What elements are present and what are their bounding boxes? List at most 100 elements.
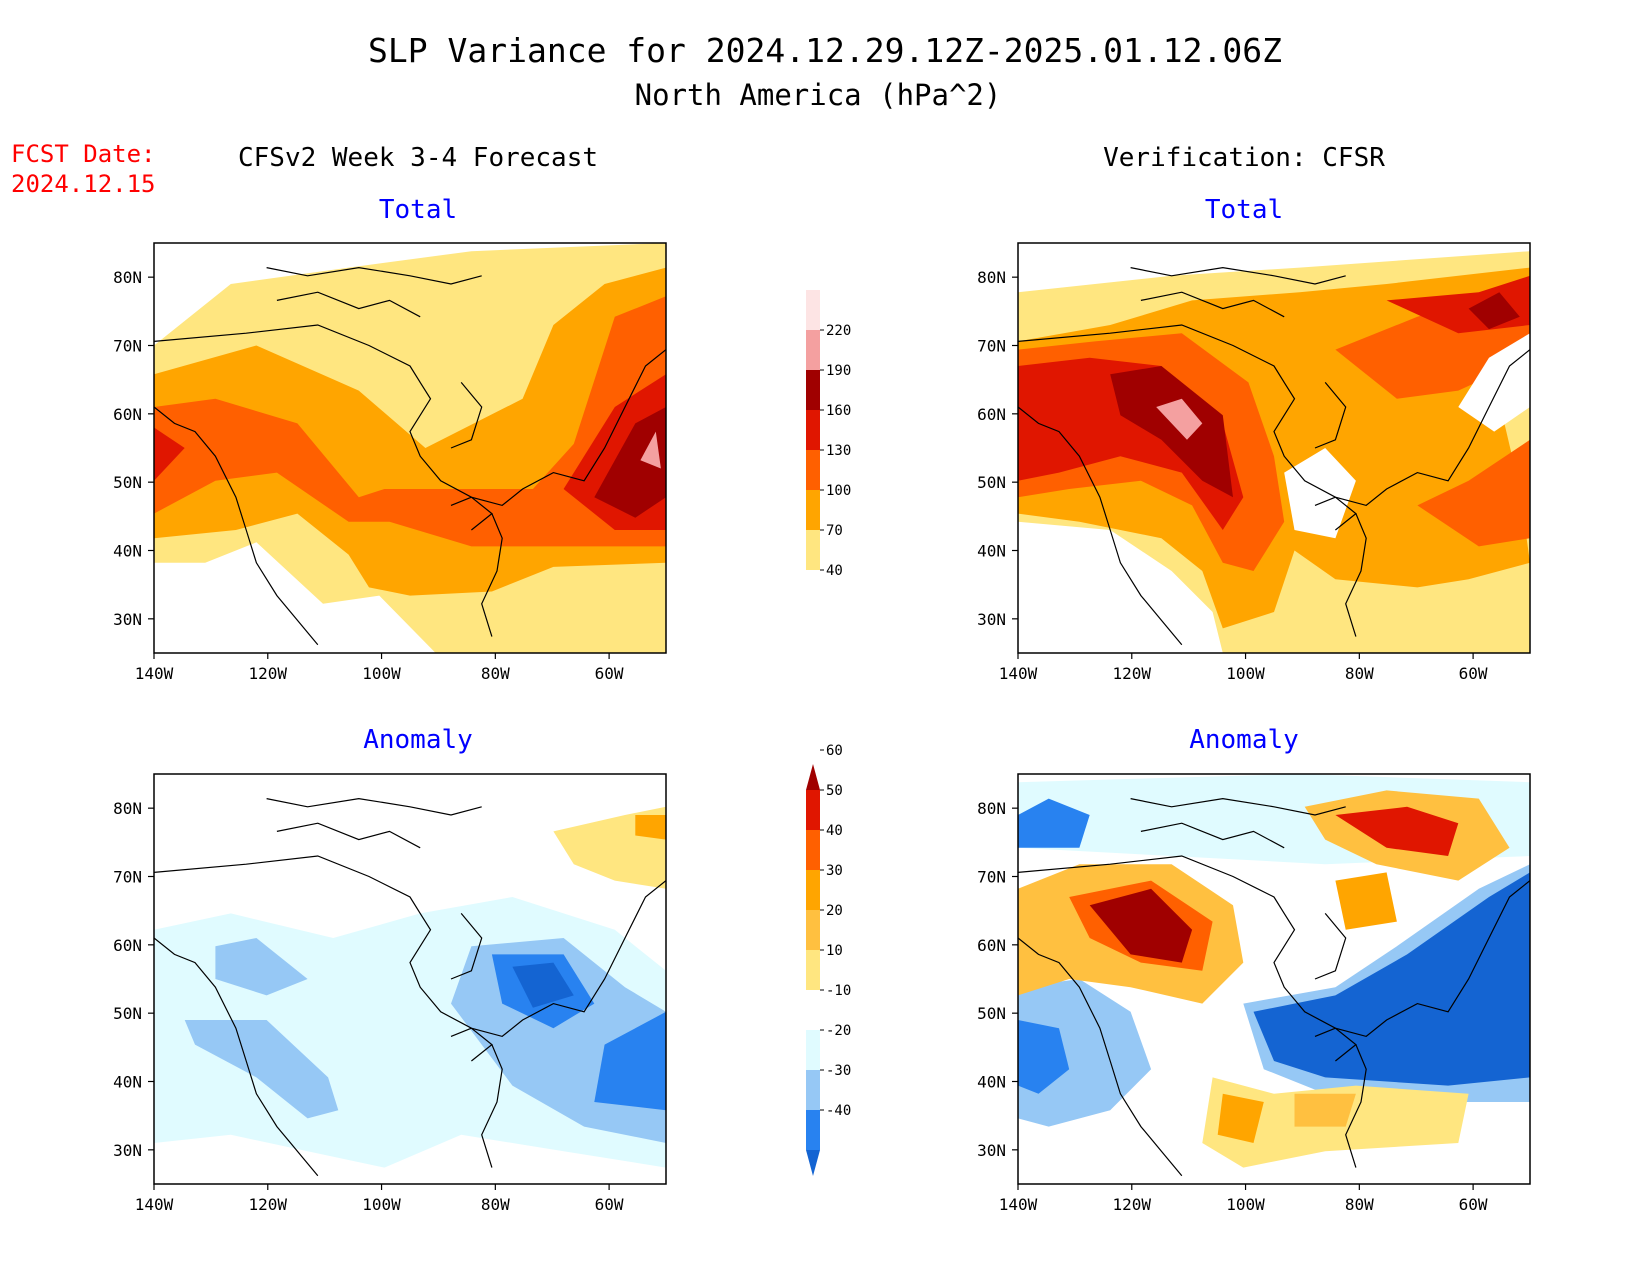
colorbar-label: 30 — [826, 863, 843, 879]
colorbar-total: 40 70 100 130 160 190 220 — [806, 290, 851, 579]
colorbar-label: 220 — [826, 323, 851, 339]
colorbar-swatch — [806, 950, 820, 990]
contour-region — [1018, 979, 1152, 1127]
contour-region — [1018, 798, 1090, 848]
lon-label: 100W — [1226, 664, 1265, 683]
coastline — [1314, 1027, 1357, 1062]
panel-title-verif-anomaly: Anomaly — [1189, 725, 1299, 755]
coastline — [276, 291, 421, 318]
lat-label: 50N — [977, 473, 1006, 492]
lat-label: 50N — [113, 473, 142, 492]
fcst-date-label: FCST Date: — [11, 140, 156, 168]
lat-label: 60N — [113, 936, 142, 955]
lon-label: 80W — [1345, 1195, 1374, 1214]
lat-label: 50N — [113, 1004, 142, 1023]
lon-label: 100W — [362, 664, 401, 683]
colorbar-swatch — [806, 990, 820, 1030]
coastline — [1130, 797, 1346, 816]
lat-label: 40N — [977, 1073, 1006, 1092]
panel-fcst-total: Total 80N 70N 60N 50N 40N 30N 140W 120W 100W 80W 60… — [113, 195, 667, 683]
colorbar-label: 20 — [826, 903, 843, 919]
panel-verif-total: Total 80N 70N 60N 50N 40N 30N 140W 120W 100W 80W 60… — [977, 195, 1531, 683]
lat-label: 30N — [113, 1141, 142, 1160]
colorbar-label: 70 — [826, 523, 843, 539]
colorbar-upper-arrow — [806, 764, 820, 790]
contour-region — [154, 427, 185, 481]
lon-label: 80W — [481, 664, 510, 683]
lat-label: 30N — [977, 1141, 1006, 1160]
coastline — [1314, 913, 1347, 980]
panel-title-verif-total: Total — [1205, 195, 1283, 225]
colorbar-swatch — [806, 1110, 820, 1150]
coastline — [1140, 822, 1285, 849]
colorbar-label: 130 — [826, 443, 851, 459]
colorbar-label: -10 — [826, 983, 851, 999]
lon-label: 120W — [1113, 664, 1152, 683]
colorbar-anomaly: -40 -30 -20 -10 10 20 30 40 50 60 — [806, 743, 851, 1176]
lon-label: 60W — [595, 1195, 624, 1214]
colorbar-label: -20 — [826, 1023, 851, 1039]
contour-region — [1110, 366, 1233, 498]
lat-label: 50N — [977, 1004, 1006, 1023]
coastline — [276, 822, 421, 849]
coastline — [1130, 266, 1346, 285]
coastline — [266, 797, 482, 816]
lat-label: 40N — [113, 1073, 142, 1092]
coastline — [481, 513, 503, 637]
colorbar-label: 190 — [826, 363, 851, 379]
colorbar-swatch — [806, 530, 820, 570]
lat-label: 60N — [977, 405, 1006, 424]
contour-region — [1417, 439, 1530, 547]
lat-label: 60N — [113, 405, 142, 424]
lon-label: 60W — [1459, 1195, 1488, 1214]
lat-label: 70N — [113, 337, 142, 356]
coastline — [1345, 513, 1367, 637]
lon-label: 60W — [1459, 664, 1488, 683]
lat-label: 80N — [113, 799, 142, 818]
colorbar-label: -30 — [826, 1063, 851, 1079]
contour-region — [1458, 333, 1530, 432]
colorbar-label: 160 — [826, 403, 851, 419]
coastline — [450, 496, 493, 531]
colorbar-label: 40 — [826, 823, 843, 839]
lat-label: 70N — [113, 868, 142, 887]
colorbar-swatch — [806, 490, 820, 530]
shaded-field-verif-anomaly — [1018, 774, 1530, 1184]
contour-region — [1217, 1093, 1264, 1143]
contour-region — [1335, 806, 1459, 856]
coastline — [450, 382, 483, 449]
colorbar-swatch — [806, 870, 820, 910]
lat-label: 70N — [977, 337, 1006, 356]
coastline — [1018, 937, 1183, 1177]
colorbar-swatch — [806, 830, 820, 870]
lat-label: 40N — [113, 542, 142, 561]
colorbar-swatch — [806, 290, 820, 330]
colorbar-label: 10 — [826, 943, 843, 959]
map-frame — [1017, 773, 1531, 1185]
coastline — [481, 1044, 503, 1168]
contour-region — [1284, 448, 1356, 539]
lon-label: 80W — [481, 1195, 510, 1214]
lon-label: 120W — [1113, 1195, 1152, 1214]
fcst-date-value: 2024.12.15 — [11, 170, 156, 198]
coastline — [1345, 1044, 1367, 1168]
lat-label: 30N — [113, 610, 142, 629]
contour-region — [594, 407, 666, 518]
coastline — [266, 266, 482, 285]
contour-region — [184, 1020, 339, 1119]
colorbar-label: 60 — [826, 743, 843, 759]
coastline — [1314, 382, 1347, 449]
map-frame — [153, 242, 667, 654]
colorbar-label: -40 — [826, 1103, 851, 1119]
shaded-field-fcst-anomaly — [154, 774, 666, 1184]
contour-region — [1294, 1093, 1356, 1127]
colorbar-swatch — [806, 410, 820, 450]
lon-label: 100W — [362, 1195, 401, 1214]
map-frame — [1017, 242, 1531, 654]
colorbar-swatch — [806, 370, 820, 410]
coastline — [154, 324, 666, 507]
coastline — [1018, 855, 1530, 1038]
coastline — [154, 406, 319, 646]
lon-label: 140W — [135, 664, 174, 683]
